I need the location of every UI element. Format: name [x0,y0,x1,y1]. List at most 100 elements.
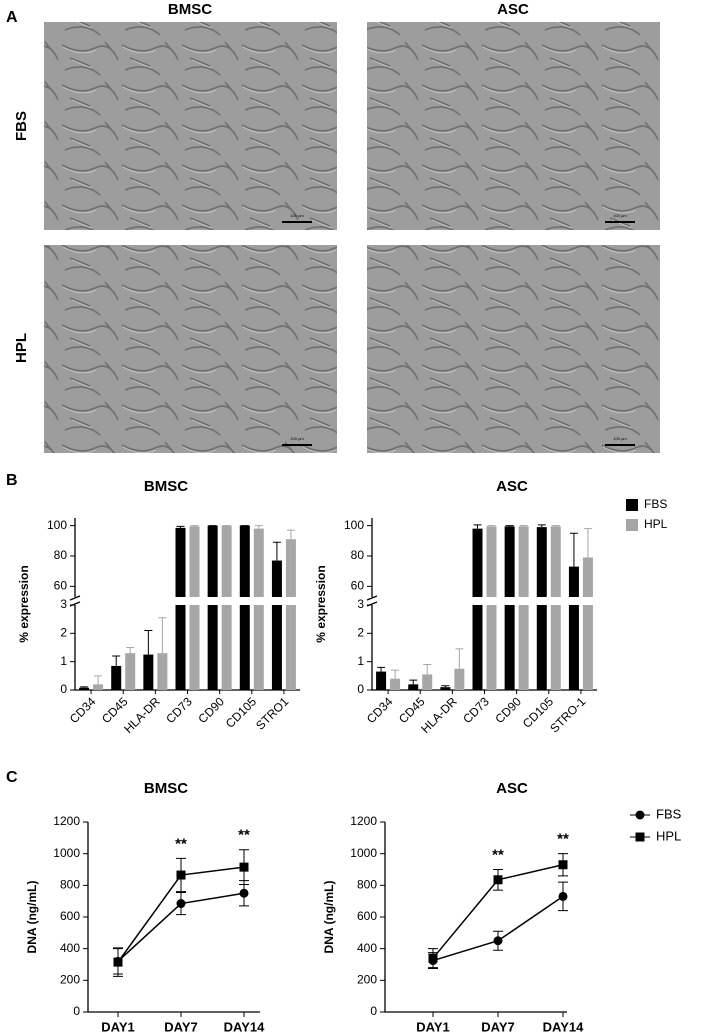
error-bar [272,541,281,561]
y-tick-label: 80 [54,548,68,562]
error-bar [176,525,185,528]
annotation: ** [175,835,187,852]
y-tick-label: 1 [60,654,67,668]
chart-title: ASC [496,780,528,797]
y-tick-label: 100 [344,518,364,532]
bar [440,687,451,690]
y-tick-label: 0 [60,682,67,696]
y-tick-label: 3 [357,597,364,611]
bar [504,526,515,597]
micrograph [44,245,337,453]
micrograph [367,245,660,453]
chart-title: BMSC [144,780,188,797]
x-tick-label: CD73 [163,694,195,726]
error-bar [409,679,418,685]
scale-bar-label: 100 µm [290,213,304,218]
error-bar [377,666,386,672]
y-tick-label: 80 [351,548,365,562]
y-axis-label: DNA (ng/mL) [25,881,39,954]
point [176,899,186,909]
y-tick-label: 2 [60,626,67,640]
bar [207,525,218,597]
error-bar [583,528,592,558]
y-tick-label: 60 [54,579,68,593]
bar [93,684,104,690]
scale-bar-label: 100 µm [613,436,627,441]
error-bar [519,525,528,527]
y-tick-label: 0 [73,1004,80,1018]
y-axis-label: % expression [314,565,328,642]
bar [550,526,561,597]
axis [87,822,260,1013]
bar [408,684,419,690]
y-tick-label: 1000 [53,846,80,860]
y-tick-label: 0 [357,682,364,696]
error-bar [455,648,464,669]
point [176,870,186,880]
column-label: BMSC [168,1,212,18]
error-bar [254,525,263,529]
bar [582,557,593,597]
error-bar [144,630,153,655]
y-tick-label: 60 [351,579,365,593]
y-tick-label: 2 [357,626,364,640]
x-tick-label: DAY7 [481,1019,514,1034]
y-tick-label: 100 [47,518,67,532]
legend-label: HPL [656,828,681,843]
y-tick-label: 0 [370,1004,377,1018]
legend-label: FBS [656,806,682,821]
bar [376,671,387,690]
y-tick-label: 1000 [350,846,377,860]
bar [285,605,296,690]
x-tick-label: HLA-DR [121,694,163,736]
bar [143,654,154,690]
x-tick-label: DAY1 [101,1019,134,1034]
x-tick-label: HLA-DR [418,694,460,736]
point [558,860,568,870]
bar [568,605,579,690]
micrograph [44,22,337,230]
x-tick-label: CD105 [223,694,260,731]
bar [253,528,264,597]
error-bar [94,675,103,685]
y-tick-label: 200 [60,973,80,987]
row-label: FBS [13,111,30,141]
bar [504,605,515,690]
error-bar [505,525,514,527]
annotation: ** [492,846,504,863]
bar [271,560,282,597]
bar [189,526,200,597]
bar [221,525,232,597]
y-tick-label: 400 [357,941,377,955]
bar [536,527,547,597]
annotation: ** [238,827,250,844]
chart-title: ASC [496,478,528,495]
x-tick-label: DAY14 [224,1019,265,1034]
panel-label: B [6,472,18,489]
x-tick-label: CD34 [67,694,99,726]
bar [422,674,433,690]
error-bar [537,524,546,528]
axis [384,822,567,1013]
y-tick-label: 1200 [53,814,80,828]
micrograph [367,22,660,230]
bar [157,653,168,690]
bar [79,687,90,690]
bar [221,605,232,690]
error-bar [112,655,121,666]
y-axis-label: % expression [17,565,31,642]
x-tick-label: DAY7 [164,1019,197,1034]
x-tick-label: DAY14 [543,1019,584,1034]
bar [454,668,465,690]
x-tick-label: STRO-1 [547,694,588,735]
bar [518,526,529,597]
bar [239,605,250,690]
bar [239,525,250,597]
scale-bar-label: 100 µm [290,436,304,441]
point [493,875,503,885]
point [428,953,438,963]
legend-swatch [626,499,638,511]
x-tick-label: CD34 [364,694,396,726]
bar [536,605,547,690]
bar [207,605,218,690]
